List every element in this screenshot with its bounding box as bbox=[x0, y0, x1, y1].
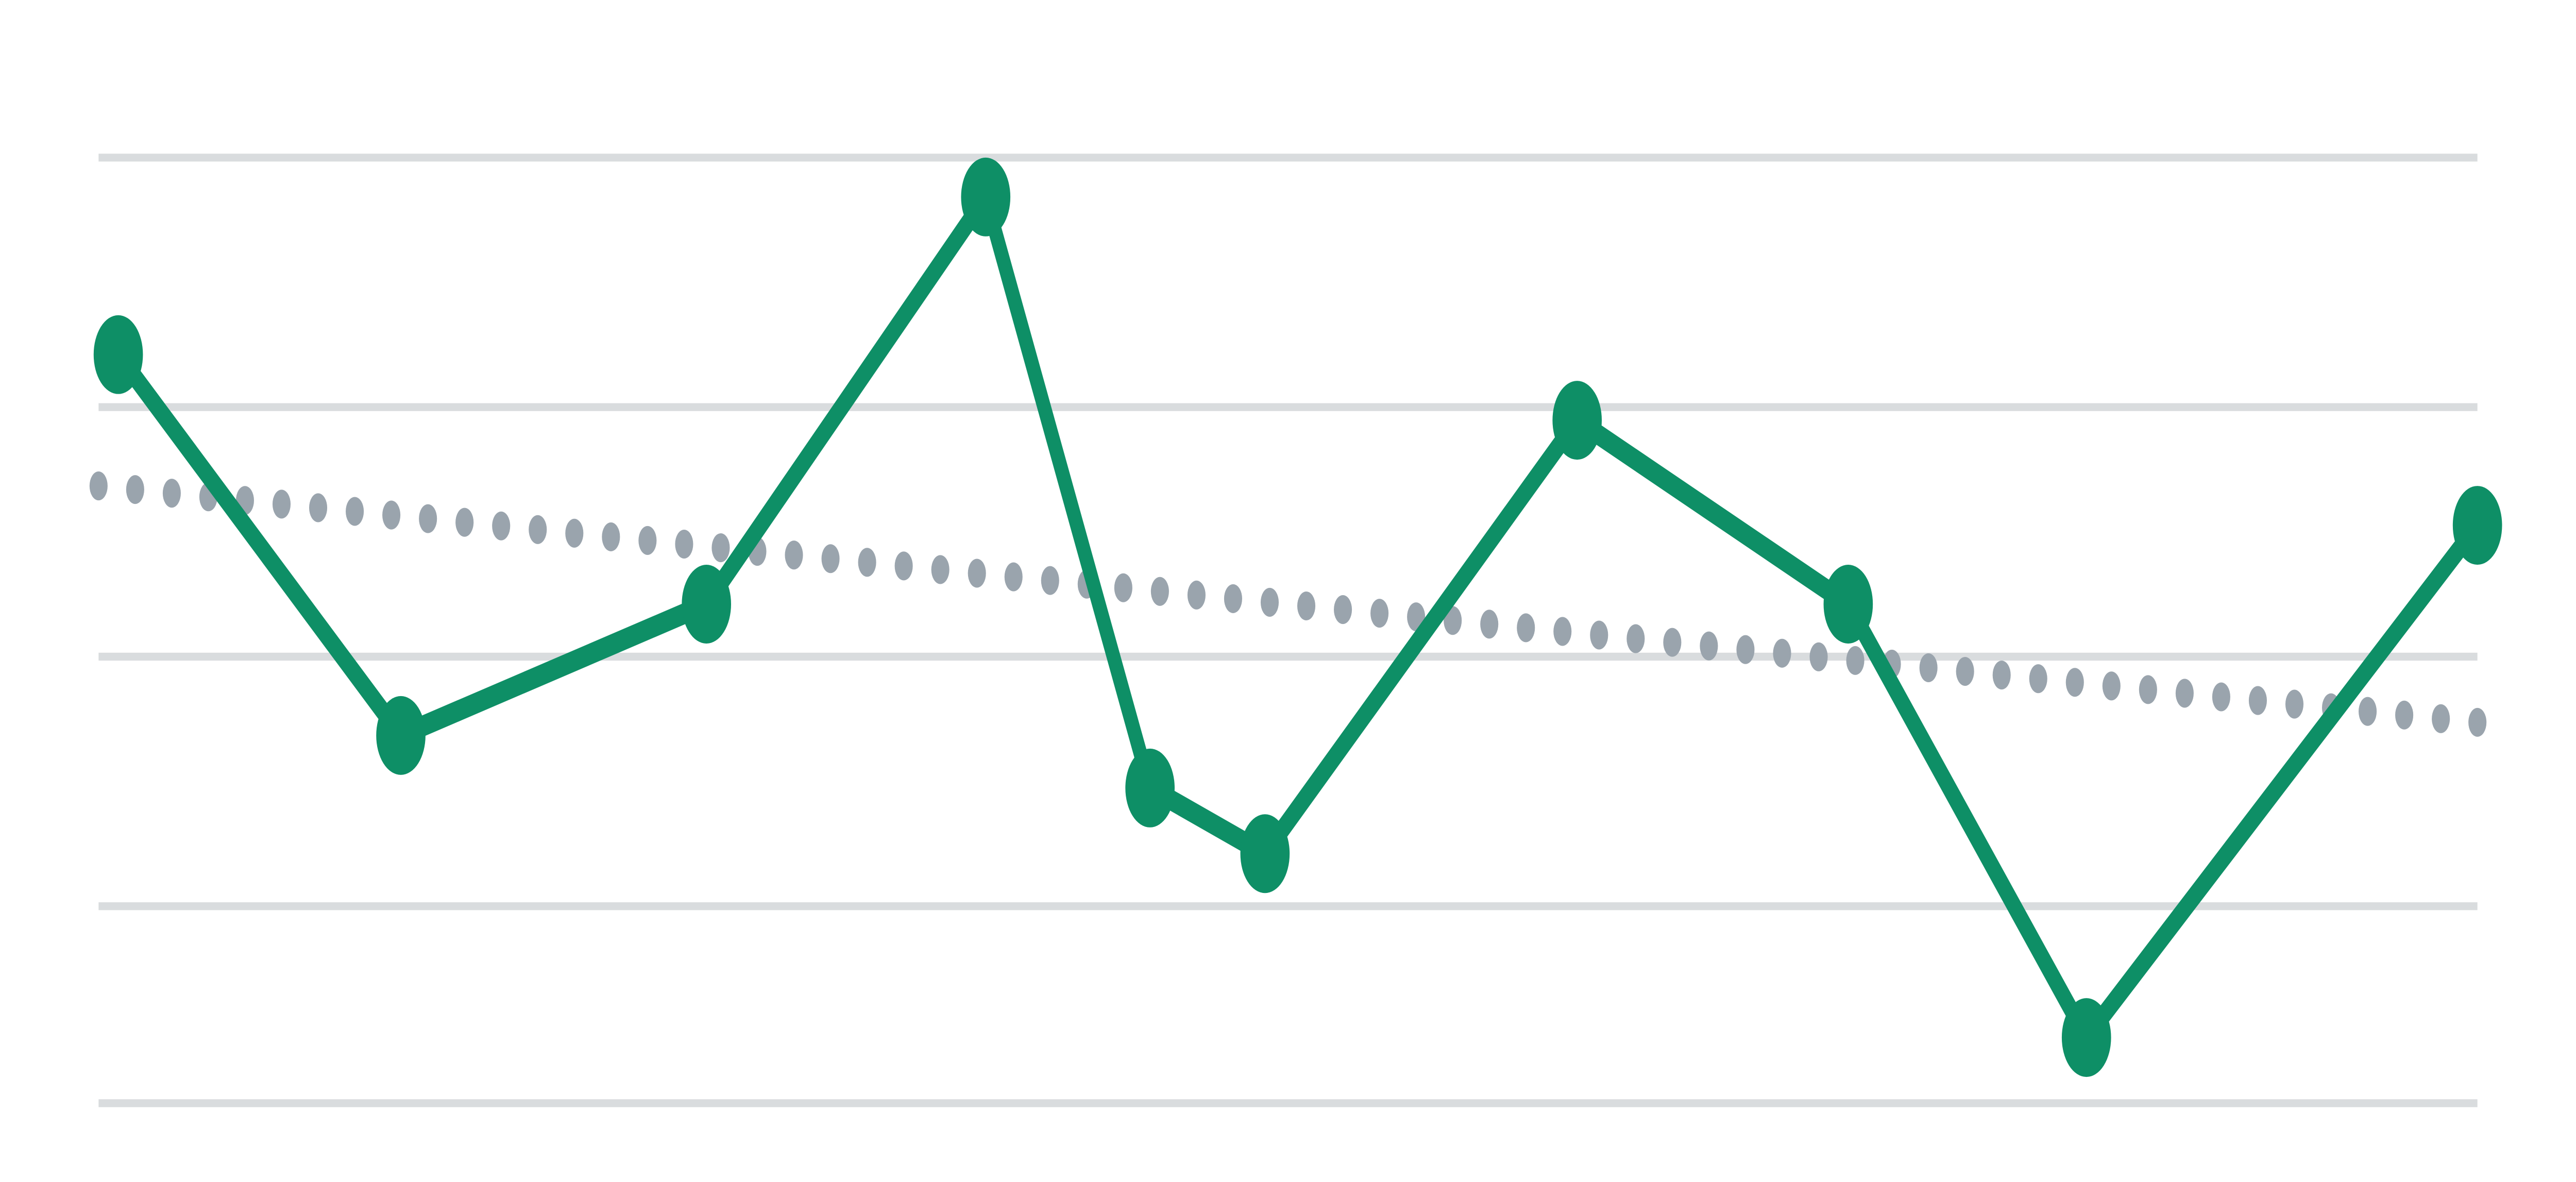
data-point bbox=[2062, 998, 2111, 1077]
chart-background bbox=[0, 0, 2576, 1182]
data-point bbox=[1824, 565, 1873, 644]
line-chart bbox=[0, 0, 2576, 1182]
data-point bbox=[682, 565, 731, 644]
data-point bbox=[1552, 381, 1602, 460]
data-point bbox=[2453, 486, 2502, 565]
data-point bbox=[961, 158, 1010, 237]
data-point bbox=[1241, 814, 1290, 893]
data-point bbox=[94, 315, 143, 394]
data-point bbox=[376, 696, 426, 775]
chart-svg bbox=[0, 0, 2576, 1182]
data-point bbox=[1125, 749, 1175, 828]
